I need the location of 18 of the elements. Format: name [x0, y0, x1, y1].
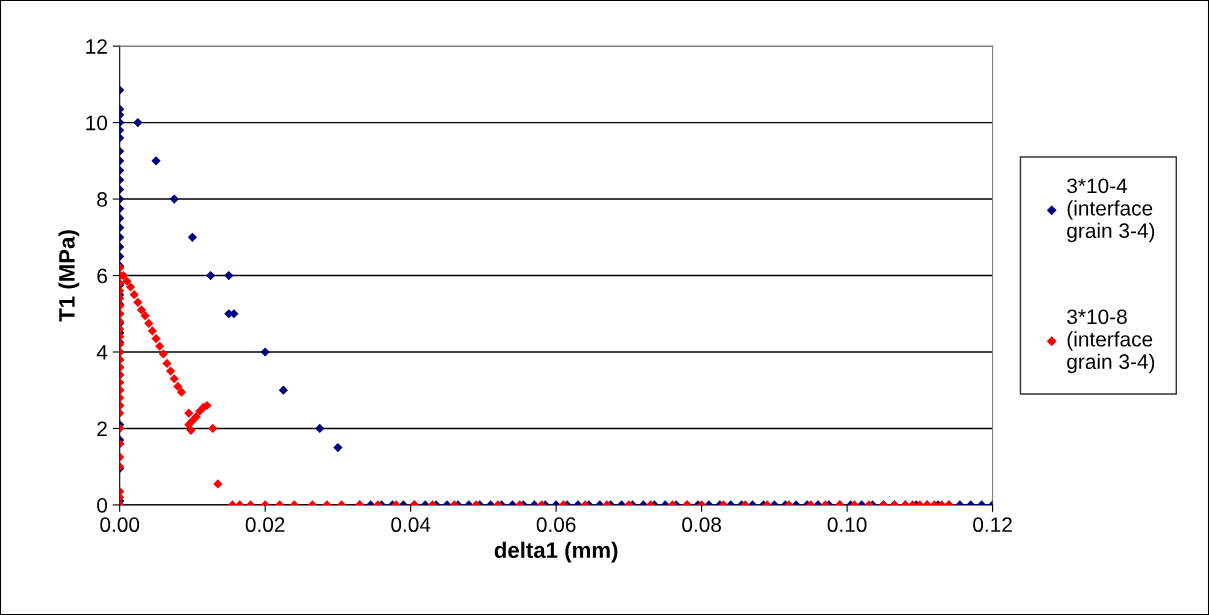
x-tick-label: 0.12	[973, 517, 1012, 533]
legend-label: 3*10-8 (interface grain 3-4)	[1067, 309, 1155, 374]
x-tick-label: 0.10	[827, 517, 867, 533]
x-tick-label: 0.08	[682, 517, 721, 533]
x-axis-title: delta1 (mm)	[494, 541, 618, 563]
x-tick-label: 0.02	[245, 517, 285, 533]
y-tick-label: 0	[97, 497, 108, 513]
x-tick-label: 0.04	[391, 517, 431, 533]
legend-label: 3*10-4 (interface grain 3-4)	[1067, 178, 1155, 243]
x-tick-label: 0.06	[536, 517, 576, 533]
y-tick-label: 6	[97, 268, 107, 284]
y-tick-label: 12	[86, 39, 107, 54]
y-tick-label: 4	[96, 345, 108, 360]
y-tick-label: 2	[97, 421, 107, 436]
y-axis-title: T1 (MPa)	[58, 230, 80, 322]
y-tick-label: 10	[86, 115, 108, 131]
y-tick-label: 8	[97, 192, 107, 207]
x-tick-label: 0.00	[100, 517, 140, 533]
